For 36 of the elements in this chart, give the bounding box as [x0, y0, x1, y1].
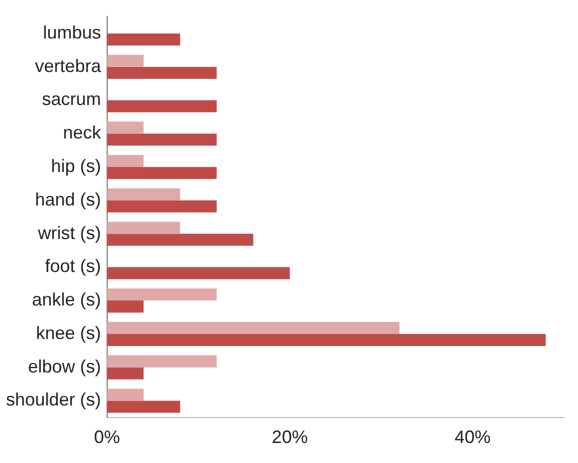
x-tick-label: 40%: [454, 427, 491, 448]
x-tick-label: 20%: [272, 427, 308, 448]
y-tick-label: lumbus: [43, 22, 102, 42]
y-tick-label: knee (s): [36, 322, 102, 343]
bar: [107, 388, 144, 401]
y-tick-label: foot (s): [45, 256, 102, 276]
bar: [107, 355, 217, 368]
bar: [107, 122, 144, 134]
bar: [107, 367, 144, 380]
bar: [107, 134, 217, 146]
bar: [107, 66, 217, 79]
bar: [107, 322, 400, 334]
bar: [107, 200, 217, 212]
bar: [107, 155, 144, 168]
x-tick-label: 0%: [94, 427, 120, 448]
bar: [107, 167, 217, 180]
bar: [107, 400, 180, 413]
y-tick-label: shoulder (s): [6, 390, 102, 410]
y-tick-label: ankle (s): [32, 290, 102, 310]
y-tick-label: wrist (s): [37, 222, 102, 243]
bar: [107, 188, 180, 200]
y-tick-label: neck: [63, 122, 102, 143]
y-tick-label: elbow (s): [28, 356, 102, 376]
bar: [107, 222, 180, 234]
bar: [107, 234, 254, 246]
y-tick-label: sacrum: [42, 89, 102, 110]
bar: [107, 288, 217, 301]
y-tick-label: hand (s): [34, 189, 102, 210]
y-tick-label: vertebra: [34, 56, 102, 76]
bar: [107, 334, 546, 346]
bar: [107, 100, 217, 112]
bar: [107, 54, 144, 67]
bar: [107, 300, 144, 313]
bar: [107, 267, 290, 280]
bar: [107, 33, 180, 46]
y-tick-label: hip (s): [51, 156, 102, 176]
